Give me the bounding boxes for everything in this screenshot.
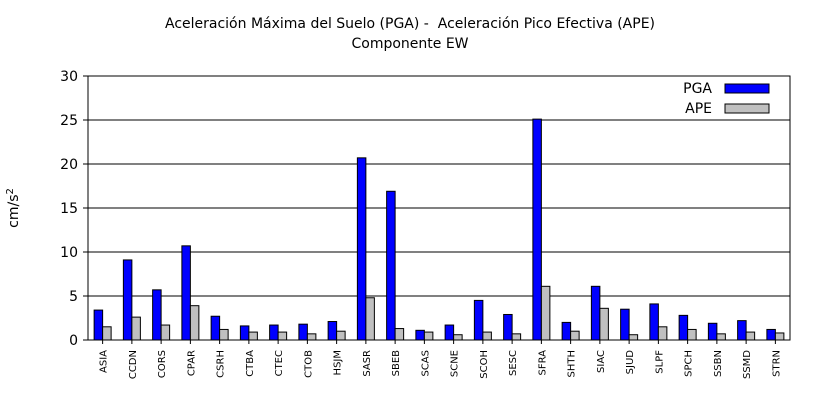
- bar-pga-scne: [444, 324, 455, 341]
- x-tick-label: CPAR: [186, 350, 197, 376]
- bar-pga-sesc: [503, 313, 513, 341]
- x-tick-label: SPCH: [684, 350, 695, 377]
- bar-pga-scas: [415, 329, 425, 341]
- bar-ape-csrh: [219, 328, 229, 341]
- x-tick-label: SCAS: [420, 350, 431, 377]
- bar-pga-cpar: [181, 245, 191, 341]
- bar-ape-shth: [570, 330, 580, 341]
- x-tick-label: CTOB: [303, 350, 314, 378]
- bar-pga-sasr: [356, 157, 367, 341]
- x-tick-label: SCOH: [479, 350, 490, 379]
- bar-pga-ccdn: [122, 259, 133, 341]
- bar-ape-ctec: [277, 331, 288, 341]
- y-tick-label: 25: [60, 113, 78, 129]
- y-tick-label: 5: [69, 289, 78, 305]
- legend-label-ape: APE: [685, 101, 712, 117]
- bar-ape-slpf: [657, 326, 668, 341]
- x-tick-label: CTEC: [274, 350, 285, 376]
- x-tick-label: SSMD: [742, 350, 753, 379]
- bar-ape-scas: [423, 331, 434, 341]
- x-tick-label: SFRA: [537, 350, 548, 376]
- bar-ape-ssmd: [745, 331, 756, 341]
- bar-pga-ssmd: [737, 320, 747, 341]
- x-tick-label: CSRH: [216, 350, 227, 378]
- y-tick-label: 10: [60, 245, 78, 261]
- x-tick-label: STRN: [771, 350, 782, 377]
- bar-pga-cors: [152, 289, 162, 341]
- x-tick-label: SHTH: [567, 350, 578, 378]
- legend-label-pga: PGA: [683, 81, 712, 97]
- bar-pga-ctec: [269, 324, 279, 341]
- bar-pga-ctob: [298, 323, 308, 341]
- legend-swatch-ape: [724, 103, 770, 114]
- bar-ape-sasr: [365, 297, 375, 341]
- bar-pga-siac: [590, 285, 601, 341]
- bar-ape-cors: [160, 324, 171, 341]
- x-tick-label: SASR: [362, 350, 373, 377]
- bar-pga-csrh: [210, 315, 221, 341]
- bar-ape-scne: [453, 334, 463, 341]
- x-tick-label: HSJM: [333, 350, 344, 375]
- bar-ape-ctob: [306, 333, 317, 341]
- bar-pga-slpf: [649, 303, 659, 341]
- x-tick-label: SESC: [508, 350, 519, 376]
- x-tick-label: SJUD: [625, 350, 636, 375]
- y-tick-label: 0: [69, 333, 78, 349]
- x-tick-label: SCNE: [450, 350, 461, 377]
- y-tick-label: 20: [60, 157, 78, 173]
- bar-pga-sbeb: [386, 190, 396, 341]
- bar-ape-strn: [774, 332, 785, 341]
- bar-pga-shth: [561, 321, 572, 341]
- x-tick-label: CCDN: [128, 350, 139, 379]
- x-tick-label: SIAC: [596, 350, 607, 373]
- bar-pga-strn: [766, 328, 776, 341]
- y-tick-label: 30: [60, 69, 78, 85]
- chart-subtitle: Componente EW: [351, 36, 469, 52]
- legend-swatch-pga: [724, 83, 770, 94]
- x-tick-label: CTBA: [245, 350, 256, 377]
- bar-ape-scoh: [482, 331, 492, 341]
- bar-ape-ctba: [248, 331, 258, 341]
- y-tick-label: 15: [60, 201, 78, 217]
- bar-ape-asia: [102, 326, 112, 341]
- bar-ape-siac: [599, 307, 609, 341]
- bar-pga-hsjm: [327, 321, 338, 341]
- bar-ape-ccdn: [131, 316, 141, 341]
- chart-title: Aceleración Máxima del Suelo (PGA) - Ace…: [164, 16, 656, 32]
- bar-pga-sfra: [532, 118, 542, 341]
- x-tick-label: SSBN: [713, 350, 724, 377]
- bar-pga-ssbn: [707, 322, 718, 341]
- x-tick-label: ASIA: [99, 350, 110, 373]
- plot-frame: [87, 75, 791, 341]
- bar-pga-asia: [93, 309, 104, 341]
- bar-ape-hsjm: [336, 330, 346, 341]
- x-tick-label: CORS: [157, 350, 168, 378]
- bar-pga-sjud: [620, 308, 630, 341]
- bar-ape-ssbn: [716, 333, 726, 341]
- bar-ape-sjud: [628, 334, 639, 341]
- x-tick-label: SLPF: [654, 350, 665, 374]
- x-tick-label: SBEB: [391, 350, 402, 377]
- bar-pga-ctba: [239, 325, 250, 341]
- bar-ape-spch: [687, 328, 697, 341]
- y-axis-label: cm/s2: [5, 188, 23, 228]
- bar-pga-spch: [678, 314, 689, 341]
- bar-pga-scoh: [473, 299, 484, 341]
- bar-ape-cpar: [189, 305, 200, 341]
- bar-ape-sfra: [540, 285, 551, 341]
- bar-ape-sesc: [511, 333, 522, 341]
- bar-ape-sbeb: [394, 328, 405, 341]
